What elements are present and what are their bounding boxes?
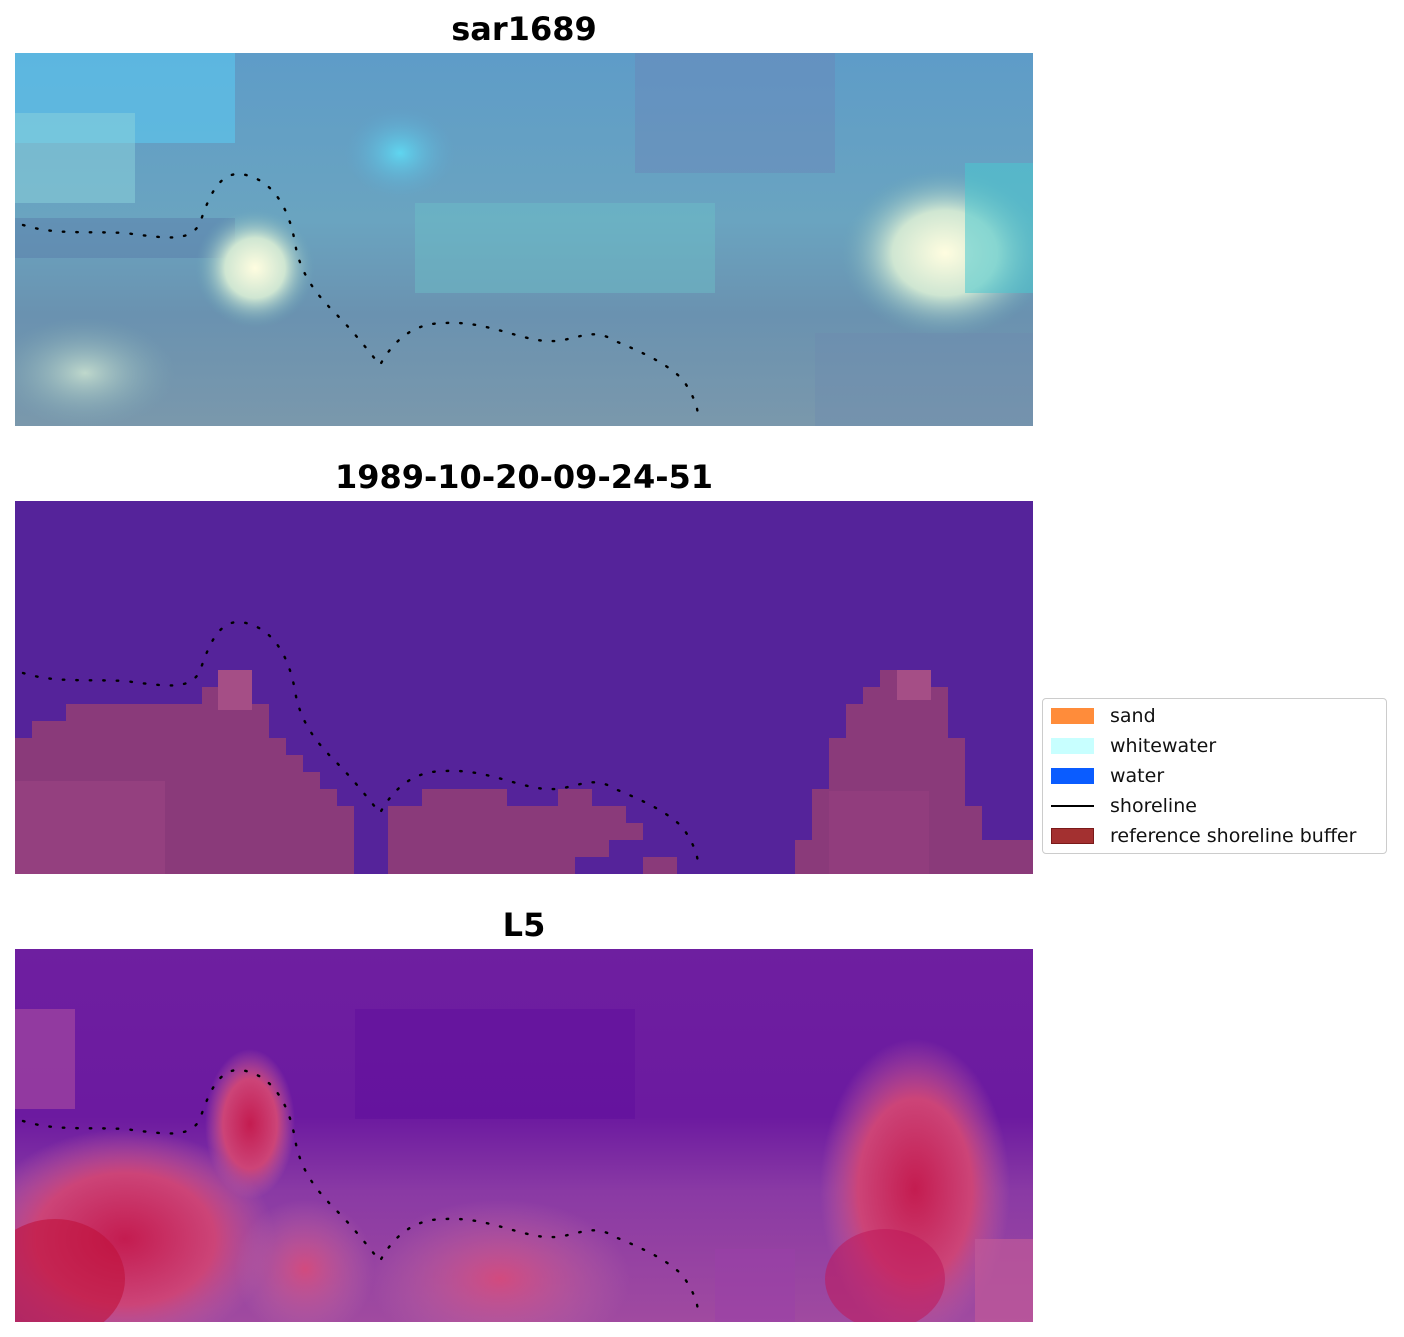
legend-label-shoreline: shoreline <box>1110 795 1197 817</box>
shoreline-dots-2 <box>21 620 699 871</box>
classified-image <box>15 501 1033 874</box>
legend-label-water: water <box>1110 765 1165 787</box>
panel-title-rgb: sar1689 <box>451 10 597 48</box>
rgb-image <box>15 53 1033 426</box>
legend-item-reference-buffer: reference shoreline buffer <box>1051 825 1357 847</box>
shoreline-dots-3 <box>21 1068 699 1319</box>
whitewater-swatch <box>1051 738 1094 754</box>
legend: sand whitewater water shoreline referenc… <box>1042 698 1387 854</box>
classified-image-panel <box>15 501 1033 874</box>
legend-label-sand: sand <box>1110 705 1156 727</box>
panel-title-classified: 1989-10-20-09-24-51 <box>334 458 714 496</box>
legend-item-water: water <box>1051 765 1165 787</box>
shoreline-dots-1 <box>21 172 699 423</box>
reference-shoreline-buffer-area <box>15 670 1033 874</box>
l5-image-panel <box>15 949 1033 1322</box>
legend-item-shoreline: shoreline <box>1051 795 1197 817</box>
l5-image <box>15 949 1033 1322</box>
legend-item-sand: sand <box>1051 705 1156 727</box>
shoreline-line-swatch <box>1051 805 1094 807</box>
reference-buffer-swatch <box>1051 828 1094 844</box>
legend-label-whitewater: whitewater <box>1110 735 1217 757</box>
panel-title-l5: L5 <box>502 906 546 944</box>
legend-item-whitewater: whitewater <box>1051 735 1217 757</box>
legend-label-reference-buffer: reference shoreline buffer <box>1110 825 1357 847</box>
rgb-image-panel <box>15 53 1033 426</box>
sand-swatch <box>1051 708 1094 724</box>
water-swatch <box>1051 768 1094 784</box>
